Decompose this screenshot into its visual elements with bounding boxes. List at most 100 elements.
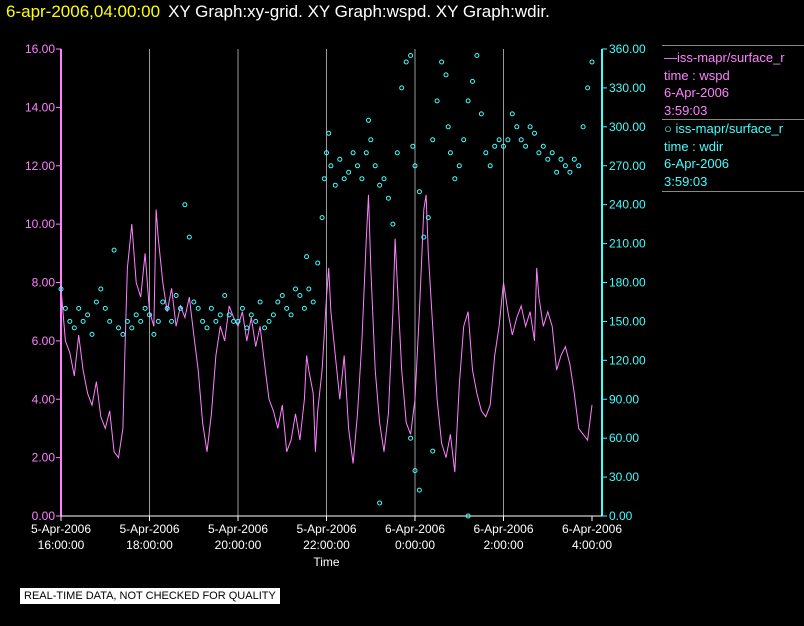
graph-names: XY Graph:xy-grid. XY Graph:wspd. XY Grap…	[168, 2, 550, 21]
series-wdir-point	[102, 305, 108, 311]
series-wdir-point	[270, 312, 276, 318]
series-wdir-point	[262, 325, 268, 331]
y-right-tick-label: 270.00	[609, 159, 646, 173]
series-wdir-point	[496, 137, 502, 143]
series-wdir-point	[80, 318, 86, 324]
legend-line3: 3:59:03	[664, 102, 708, 118]
series-wdir-point	[111, 247, 117, 253]
series-wdir-point	[366, 117, 371, 123]
series-wdir-point	[527, 124, 533, 130]
series-wdir-point	[445, 124, 451, 130]
series-wdir-point	[483, 150, 489, 156]
series-wdir-point	[412, 163, 418, 169]
y-left-tick-label: 2.00	[32, 451, 56, 465]
series-wdir-point	[523, 143, 529, 149]
series-wdir-point	[304, 254, 310, 260]
y-right-tick-label: 240.00	[609, 198, 646, 212]
legend-series-label: iss-mapr/surface_r	[677, 50, 785, 65]
series-wdir-point	[85, 312, 91, 318]
series-wdir-point	[341, 176, 347, 182]
series-wdir-point	[186, 234, 192, 240]
series-wdir-point	[501, 143, 506, 149]
y-right-tick-label: 210.00	[609, 237, 646, 251]
legend-separator	[662, 119, 804, 120]
series-wdir-point	[514, 124, 520, 130]
series-wdir-point	[447, 150, 453, 156]
y-left-tick-label: 12.00	[25, 159, 55, 173]
series-wdir-point	[368, 137, 374, 143]
series-wdir-point	[452, 176, 458, 182]
series-wdir-point	[474, 53, 480, 58]
series-wdir-point	[346, 169, 352, 175]
y-left-tick-label: 16.00	[25, 42, 55, 56]
series-wdir-point	[576, 163, 582, 169]
series-wdir-point	[279, 293, 285, 298]
series-wdir-point	[478, 111, 484, 117]
series-wdir-point	[439, 59, 445, 65]
series-wdir-point	[164, 305, 170, 311]
legend-line2: 6-Apr-2006	[664, 156, 730, 171]
series-wdir-point	[226, 312, 232, 318]
series-wdir-point	[62, 305, 68, 311]
legend-wspd: —iss-mapr/surface_r time : wspd 6-Apr-20…	[664, 49, 804, 119]
series-wdir-point	[337, 156, 343, 162]
x-tick-date-label: 5-Apr-2006	[31, 522, 91, 536]
legend-line3: 3:59:03	[664, 173, 708, 189]
y-right-tick-label: 330.00	[609, 81, 646, 95]
y-left-tick-label: 14.00	[25, 100, 55, 114]
series-wdir-point	[421, 234, 427, 240]
series-wdir-point	[222, 293, 228, 298]
series-wdir-point	[319, 215, 325, 221]
series-wdir-point	[509, 111, 515, 117]
y-right-tick-label: 360.00	[609, 42, 646, 56]
y-right-tick-label: 300.00	[609, 120, 646, 134]
series-wdir-point	[133, 312, 139, 318]
series-wdir-point	[138, 318, 144, 324]
series-wdir-point	[76, 305, 82, 311]
y-right-tick-label: 180.00	[609, 276, 646, 290]
series-wdir-point	[434, 98, 440, 104]
graph-title-bar: 6-apr-2006,04:00:00 XY Graph:xy-grid. XY …	[6, 2, 550, 22]
legend-line1: time : wdir	[664, 138, 724, 154]
y-left-tick-label: 6.00	[32, 334, 56, 348]
series-wdir-point	[71, 325, 77, 331]
series-wdir-point	[89, 331, 95, 337]
timestamp: 6-apr-2006,04:00:00	[6, 2, 161, 21]
series-wdir-point	[390, 221, 396, 227]
series-wdir-point	[562, 163, 568, 169]
series-wdir-point	[151, 331, 157, 337]
y-right-tick-label: 30.00	[609, 470, 639, 484]
series-wdir-point	[416, 189, 422, 195]
series-wdir-point	[580, 124, 586, 130]
legend-line1: time : wspd	[664, 67, 730, 83]
series-wdir-point	[182, 202, 188, 208]
y-right-tick-label: 0.00	[609, 509, 633, 523]
legend-circle-marker: ○	[664, 121, 676, 136]
series-wdir-point	[195, 305, 201, 311]
series-wdir-point	[545, 156, 551, 162]
series-wdir-point	[324, 150, 329, 156]
x-tick-time-label: 22:00:00	[303, 538, 350, 552]
series-wdir-point	[532, 130, 537, 136]
series-wdir-point	[416, 487, 422, 493]
x-tick-time-label: 0:00:00	[395, 538, 435, 552]
series-wdir-point	[178, 305, 183, 311]
x-tick-time-label: 16:00:00	[38, 538, 85, 552]
series-wdir-point	[204, 325, 210, 331]
series-wdir-point	[540, 143, 546, 149]
series-wdir-point	[408, 435, 414, 441]
series-wdir-point	[169, 318, 175, 324]
series-wdir-point	[107, 318, 113, 324]
series-wdir-point	[567, 169, 573, 175]
series-wdir-point	[293, 286, 298, 292]
series-wdir-point	[492, 143, 498, 149]
series-wdir-point	[239, 305, 245, 311]
series-wdir-point	[310, 299, 316, 305]
x-tick-date-label: 6-Apr-2006	[385, 522, 445, 536]
series-wdir-point	[93, 299, 99, 305]
series-wdir-point	[248, 312, 254, 318]
series-wdir-point	[257, 299, 263, 305]
series-wdir-point	[558, 156, 564, 162]
series-wdir-point	[288, 312, 294, 318]
